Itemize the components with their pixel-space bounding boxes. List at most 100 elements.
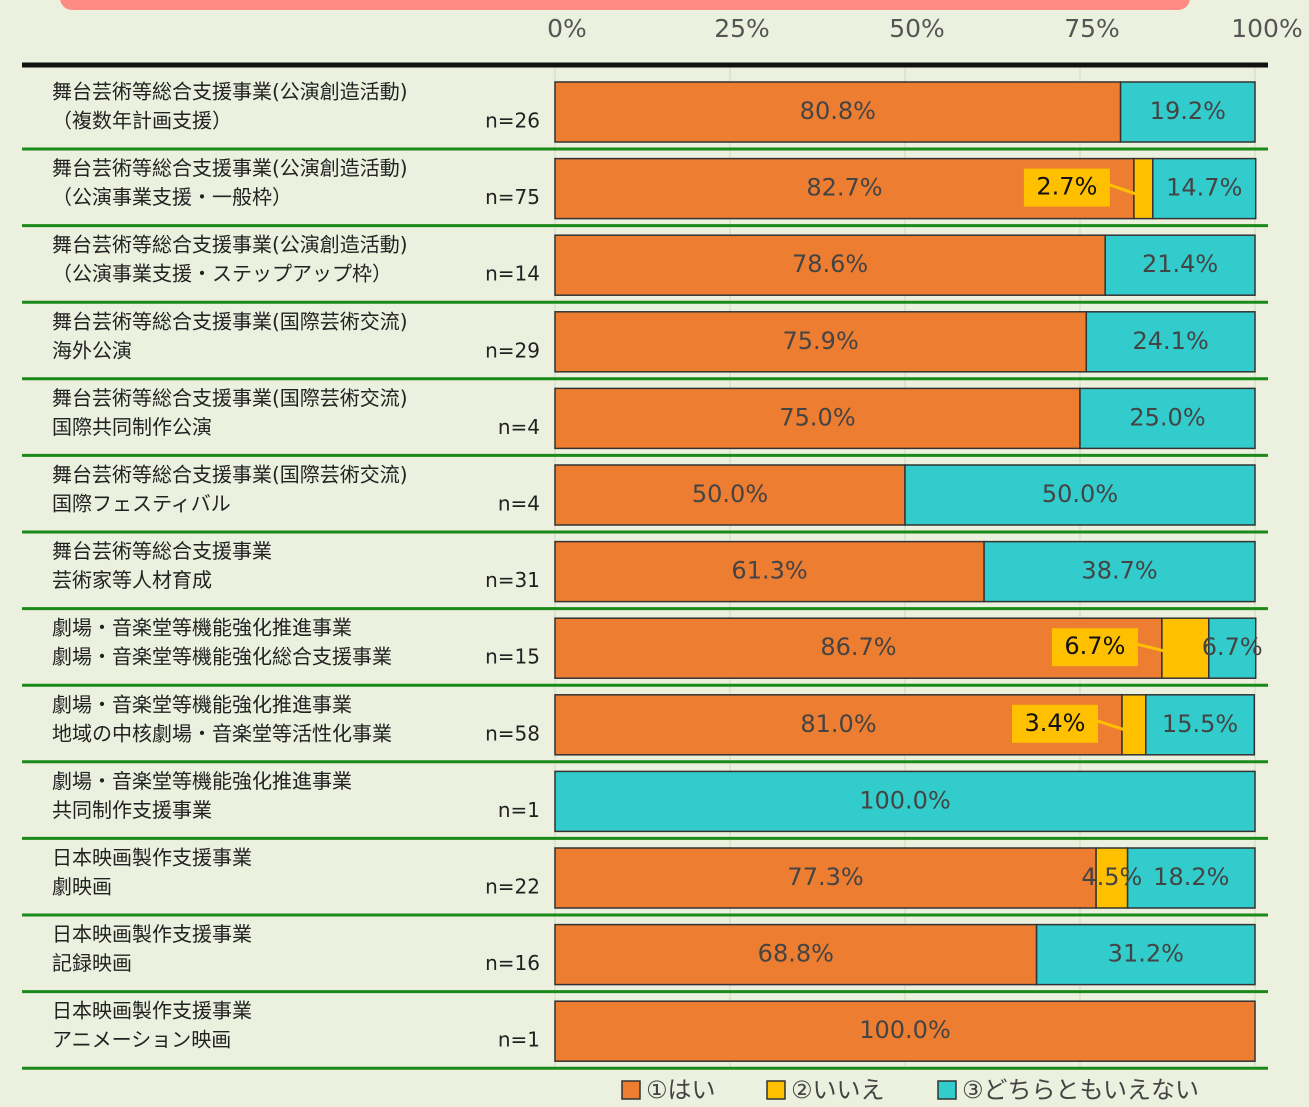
value-label: 18.2% <box>1153 863 1229 891</box>
bar-segment <box>554 770 1256 833</box>
category-label: 芸術家等人材育成 <box>52 568 212 592</box>
n-label: n=1 <box>498 798 540 822</box>
value-label: 31.2% <box>1108 940 1184 968</box>
n-label: n=15 <box>485 645 540 669</box>
bar-segment <box>554 234 1106 296</box>
leader-line <box>1108 183 1144 199</box>
n-label: n=29 <box>485 338 540 362</box>
bar-segment <box>1085 311 1256 373</box>
category-label: 舞台芸術等総合支援事業(公演創造活動) <box>52 80 408 104</box>
value-label: 14.7% <box>1166 174 1242 202</box>
value-label: 24.1% <box>1133 327 1209 355</box>
n-label: n=16 <box>485 951 540 975</box>
bar-segment <box>554 387 1081 450</box>
value-label: 3.4% <box>1025 709 1086 737</box>
category-label: 舞台芸術等総合支援事業(公演創造活動) <box>52 233 408 257</box>
category-label: 舞台芸術等総合支援事業(国際芸術交流) <box>52 463 408 487</box>
category-label: （公演事業支援・一般枠） <box>52 185 292 209</box>
n-label: n=4 <box>498 415 540 439</box>
label-box <box>1012 704 1098 743</box>
value-label: 86.7% <box>820 633 896 661</box>
n-label: n=26 <box>485 109 540 133</box>
value-label: 50.0% <box>1042 480 1118 508</box>
legend-label: ②いいえ <box>791 1076 885 1104</box>
n-label: n=75 <box>485 185 540 209</box>
leader-line <box>1096 719 1135 735</box>
bar-segment <box>1119 81 1256 143</box>
bar-segment <box>1145 694 1256 756</box>
category-label: 国際フェスティバル <box>52 492 231 516</box>
value-label: 38.7% <box>1081 557 1157 585</box>
value-label: 50.0% <box>692 480 768 508</box>
category-label: （公演事業支援・ステップアップ枠） <box>52 262 392 286</box>
x-tick-label: 25% <box>714 14 770 43</box>
n-label: n=4 <box>498 492 540 516</box>
category-label: 舞台芸術等総合支援事業(国際芸術交流) <box>52 309 408 333</box>
category-label: アニメーション映画 <box>52 1028 231 1052</box>
legend-swatch <box>937 1080 957 1100</box>
category-label: 日本映画製作支援事業 <box>52 999 252 1023</box>
category-label: 劇映画 <box>52 875 112 899</box>
category-label: 劇場・音楽堂等機能強化推進事業 <box>52 769 352 793</box>
value-label: 25.0% <box>1129 403 1205 431</box>
value-label: 19.2% <box>1150 97 1226 125</box>
legend-label: ③どちらともいえない <box>962 1076 1199 1104</box>
category-label: 舞台芸術等総合支援事業(国際芸術交流) <box>52 386 408 410</box>
n-label: n=31 <box>485 568 540 592</box>
category-label: 劇場・音楽堂等機能強化推進事業 <box>52 692 352 716</box>
category-label: 舞台芸術等総合支援事業(公演創造活動) <box>52 156 408 180</box>
value-label: 6.7% <box>1064 632 1125 660</box>
value-label: 61.3% <box>731 557 807 585</box>
value-label: 75.0% <box>779 403 855 431</box>
header-bar <box>60 0 1190 10</box>
bar-segment <box>1152 157 1257 220</box>
value-label: 68.8% <box>758 940 834 968</box>
x-tick-label: 100% <box>1231 14 1302 43</box>
value-label: 4.5% <box>1081 863 1142 891</box>
bar-segment <box>554 923 1038 986</box>
value-label: 15.5% <box>1162 710 1238 738</box>
n-label: n=14 <box>485 262 540 286</box>
legend-swatch <box>621 1080 641 1100</box>
category-label: （複数年計画支援） <box>52 109 232 133</box>
bar-segment <box>554 464 906 526</box>
bar-segment <box>554 540 985 603</box>
category-label: 日本映画製作支援事業 <box>52 922 252 946</box>
n-label: n=58 <box>485 721 540 745</box>
legend-swatch <box>766 1080 786 1100</box>
bar-segment <box>1161 617 1210 679</box>
value-label: 6.7% <box>1202 633 1263 661</box>
value-label: 81.0% <box>800 710 876 738</box>
bar-segment <box>1133 157 1154 220</box>
value-label: 75.9% <box>783 327 859 355</box>
n-label: n=1 <box>498 1028 540 1052</box>
value-label: 100.0% <box>859 786 951 814</box>
category-label: 劇場・音楽堂等機能強化推進事業 <box>52 616 352 640</box>
value-label: 100.0% <box>859 1016 951 1044</box>
bar-segment <box>554 847 1097 909</box>
category-label: 日本映画製作支援事業 <box>52 846 252 870</box>
bar-segment <box>554 311 1088 373</box>
category-label: 記録映画 <box>52 951 132 975</box>
category-label: 共同制作支援事業 <box>52 798 212 822</box>
category-label: 劇場・音楽堂等機能強化総合支援事業 <box>52 645 392 669</box>
value-label: 80.8% <box>800 97 876 125</box>
label-box <box>1051 628 1138 667</box>
value-label: 2.7% <box>1036 173 1097 201</box>
bar-segment <box>904 464 1256 526</box>
label-box <box>1023 168 1110 207</box>
leader-line <box>1136 642 1186 658</box>
bar-segment <box>1104 234 1256 296</box>
n-label: n=22 <box>485 875 540 899</box>
bar-segment <box>1035 923 1256 986</box>
category-label: 舞台芸術等総合支援事業 <box>52 539 272 563</box>
bar-segment <box>554 81 1122 143</box>
x-tick-label: 75% <box>1064 14 1120 43</box>
category-label: 海外公演 <box>52 338 132 362</box>
bar-segment <box>983 540 1256 603</box>
x-tick-label: 50% <box>889 14 945 43</box>
bar-segment <box>1208 617 1257 679</box>
x-tick-label: 0% <box>547 14 587 43</box>
category-label: 地域の中核劇場・音楽堂等活性化事業 <box>52 721 392 745</box>
